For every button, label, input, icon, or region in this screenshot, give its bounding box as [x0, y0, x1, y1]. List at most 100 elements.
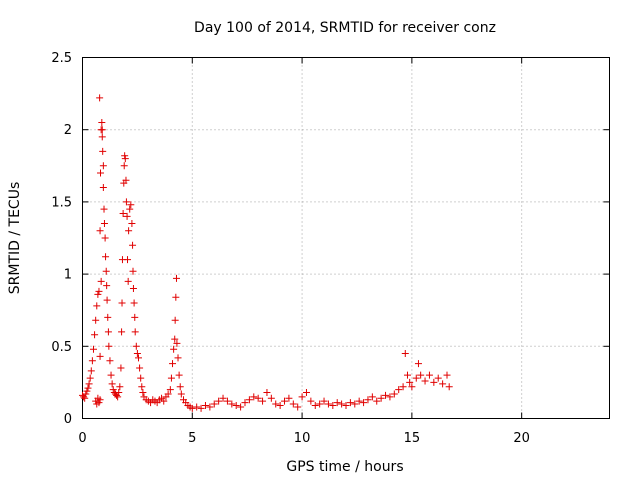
data-point [395, 386, 403, 394]
data-point [124, 256, 132, 264]
data-point [355, 397, 363, 405]
x-tick-label: 0 [78, 431, 86, 446]
y-tick-label: 2 [64, 123, 72, 138]
data-point [324, 400, 332, 408]
data-point [241, 399, 249, 407]
data-point [421, 377, 429, 385]
data-point [88, 357, 96, 365]
data-point [95, 287, 103, 295]
y-tick-label: 0.5 [51, 340, 72, 355]
data-point [116, 383, 124, 391]
data-point [206, 403, 214, 411]
data-point [417, 371, 425, 379]
grid-lines [82, 57, 610, 419]
data-point [128, 220, 136, 228]
data-point [129, 267, 137, 275]
data-point [83, 387, 91, 395]
data-point [121, 155, 129, 163]
data-point [263, 389, 271, 397]
data-point [103, 296, 111, 304]
data-point [123, 212, 131, 220]
data-point [84, 384, 92, 392]
data-point [197, 404, 205, 412]
data-point [434, 374, 442, 382]
data-point [96, 94, 104, 102]
data-point [169, 360, 177, 368]
data-point [289, 400, 297, 408]
data-point [439, 380, 447, 388]
y-tick-label: 1 [64, 268, 72, 283]
data-point [86, 374, 94, 382]
axis-ticks [82, 57, 610, 419]
data-point [360, 399, 368, 407]
data-point [166, 386, 174, 394]
data-point [329, 402, 337, 410]
data-point [82, 390, 90, 398]
data-point [342, 402, 350, 410]
data-point [108, 380, 116, 388]
data-point [137, 374, 145, 382]
data-point [131, 313, 139, 321]
x-tick-labels: 0 5 10 15 20 [78, 431, 530, 446]
data-point [430, 378, 438, 386]
data-point [188, 404, 196, 412]
data-point [119, 209, 127, 217]
x-axis-title: GPS time / hours [286, 459, 403, 475]
data-point [138, 383, 146, 391]
data-point [373, 397, 381, 405]
data-point [99, 183, 107, 191]
x-tick-label: 10 [294, 431, 311, 446]
data-point [170, 345, 178, 353]
data-point [96, 352, 104, 360]
data-point [100, 205, 108, 213]
data-point [176, 383, 184, 391]
data-point [98, 133, 106, 141]
data-point [160, 397, 168, 405]
data-point [232, 402, 240, 410]
data-point [425, 371, 433, 379]
data-point [210, 400, 218, 408]
data-point [401, 350, 409, 358]
data-point [85, 380, 93, 388]
data-point [193, 403, 201, 411]
data-point [117, 364, 125, 372]
data-point [91, 331, 99, 339]
x-tick-label: 20 [513, 431, 530, 446]
data-point [132, 342, 140, 350]
data-point [285, 394, 293, 402]
data-point [320, 397, 328, 405]
data-point [103, 282, 111, 290]
data-point [267, 394, 275, 402]
data-point [98, 118, 106, 126]
data-point [215, 397, 223, 405]
data-point [408, 383, 416, 391]
chart-title: Day 100 of 2014, SRMTID for receiver con… [194, 20, 496, 36]
data-point [87, 367, 95, 375]
data-point [164, 390, 172, 398]
y-tick-label: 0 [64, 412, 72, 427]
data-point [228, 400, 236, 408]
data-point [129, 285, 137, 293]
data-point [173, 339, 181, 347]
data-point [406, 378, 414, 386]
y-tick-label: 1.5 [51, 195, 72, 210]
data-point [105, 342, 113, 350]
data-point [382, 391, 390, 399]
data-point [443, 371, 451, 379]
data-point [96, 396, 104, 404]
data-point [107, 371, 115, 379]
y-tick-label: 2.5 [51, 51, 72, 66]
data-point [307, 397, 315, 405]
data-point [254, 394, 262, 402]
data-point [96, 227, 104, 235]
data-point [99, 147, 107, 155]
data-point [100, 220, 108, 228]
x-tick-label: 5 [188, 431, 196, 446]
data-point [93, 302, 101, 310]
data-point [346, 399, 354, 407]
data-point [102, 253, 110, 261]
data-point [172, 274, 180, 282]
data-point [445, 383, 453, 391]
data-point [338, 400, 346, 408]
data-point [237, 403, 245, 411]
